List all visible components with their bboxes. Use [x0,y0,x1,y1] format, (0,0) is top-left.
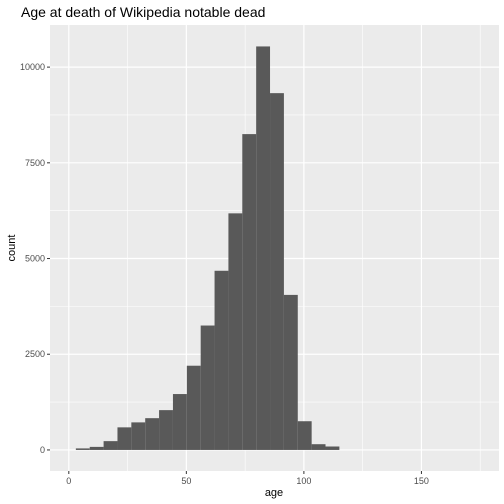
histogram-bar [159,410,173,450]
y-tick-label: 10000 [20,62,45,72]
histogram-bar [75,448,90,450]
histogram-bar [145,418,160,450]
y-tick-label: 0 [40,445,45,455]
histogram-bar [256,46,271,450]
histogram-bar [297,421,312,450]
histogram-bar [186,365,201,450]
y-tick-label: 7500 [25,158,45,168]
histogram-bar [200,325,215,450]
histogram-bar [131,422,146,450]
x-tick-label: 50 [181,476,191,486]
y-axis-title: count [6,235,18,262]
histogram-bar [103,441,118,450]
y-axis-ticks: 0 2500 5000 7500 10000 [20,62,50,455]
histogram-bar [228,213,243,450]
histogram-bar [89,446,104,450]
histogram-bar [270,93,284,450]
histogram-bar [172,394,187,450]
y-tick-label: 2500 [25,349,45,359]
histogram-bar [214,270,229,450]
chart-title: Age at death of Wikipedia notable dead [21,4,265,20]
histogram-bar [311,444,326,450]
histogram-bar [325,446,340,450]
histogram-bar [242,134,257,450]
y-tick-label: 5000 [25,254,45,264]
x-tick-label: 100 [296,476,311,486]
histogram-bar [283,294,298,450]
x-tick-label: 0 [66,476,71,486]
histogram-bar [117,427,132,450]
x-tick-label: 150 [414,476,429,486]
x-axis-title: age [265,487,283,499]
x-axis-ticks: 0 50 100 150 [66,471,429,486]
histogram-bars [75,46,340,450]
